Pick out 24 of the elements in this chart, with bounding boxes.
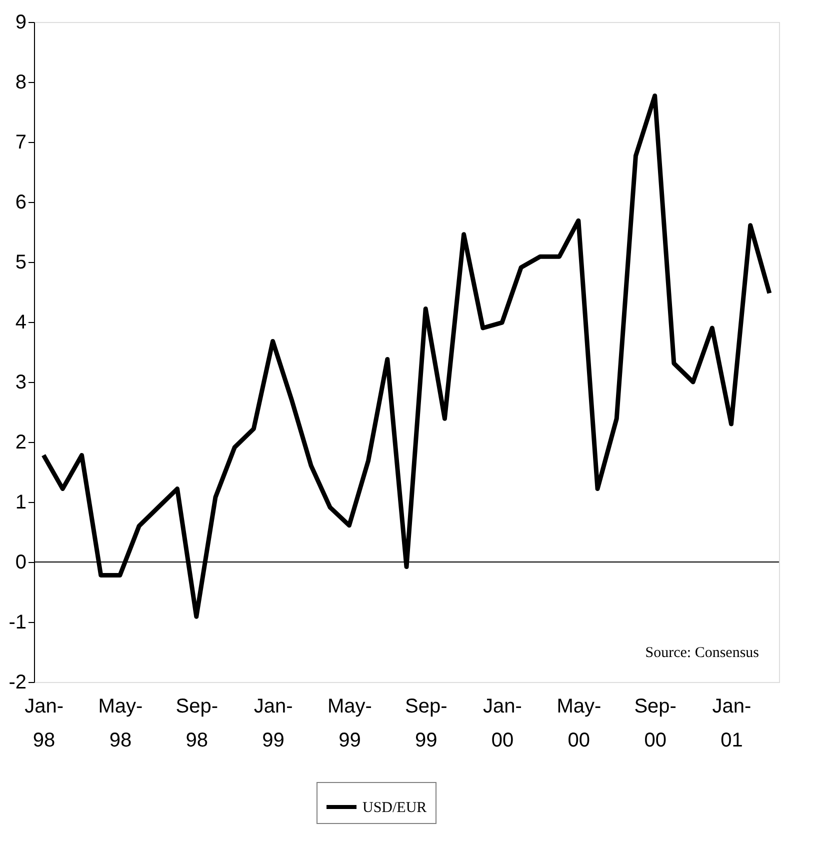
y-tick-label: 5: [15, 252, 26, 274]
y-tick-label: 9: [15, 12, 26, 34]
y-tick-label: 7: [15, 132, 26, 154]
y-tick-label: -2: [8, 672, 26, 694]
x-tick-label: Sep-98: [176, 696, 218, 752]
x-tick-label: Jan-99: [254, 696, 293, 752]
y-tick-label: 1: [15, 492, 26, 514]
x-tick-label: Jan-98: [24, 696, 64, 752]
legend-label: USD/EUR: [362, 800, 427, 816]
y-tick-label: 8: [15, 72, 26, 94]
annotation: Source: Consensus: [645, 645, 760, 661]
y-tick-label: 3: [15, 372, 26, 394]
y-tick-label: 6: [15, 192, 26, 214]
x-tick-label: Jan-00: [483, 696, 522, 752]
x-tick-label: May-00: [556, 696, 602, 752]
x-tick-label: Sep-00: [634, 696, 676, 752]
x-tick-label: Sep-99: [404, 696, 448, 752]
y-tick-label: 2: [15, 432, 26, 454]
x-tick-label: May-99: [327, 696, 372, 752]
x-tick-label: May-98: [98, 696, 143, 752]
y-tick-label: 0: [15, 552, 26, 574]
x-tick-label: Jan-01: [712, 696, 752, 752]
y-tick-label: 4: [15, 312, 26, 334]
y-tick-label: -1: [8, 612, 26, 634]
